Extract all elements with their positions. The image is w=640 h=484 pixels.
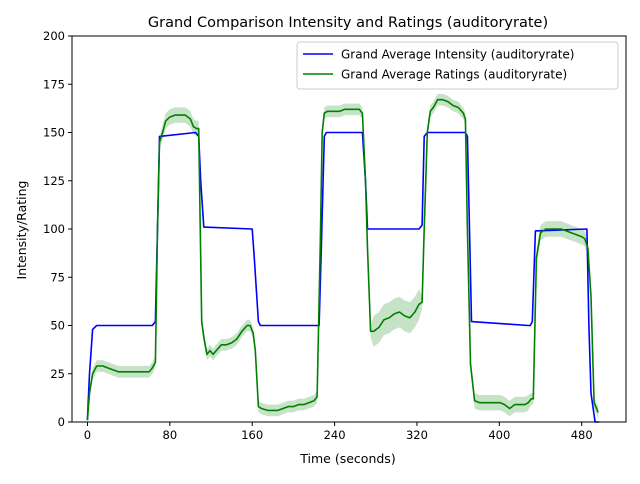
y-tick-label: 150 bbox=[43, 126, 65, 140]
ratings-series-line bbox=[86, 98, 599, 421]
legend: Grand Average Intensity (auditoryrate) Gr… bbox=[296, 41, 619, 90]
axes: 0 80 160 240 320 400 480 0 25 50 75 100 125 150 175 200 bbox=[43, 29, 627, 442]
y-axis-label: Intensity/Rating bbox=[14, 181, 29, 280]
y-tick-label: 200 bbox=[43, 29, 65, 43]
legend-box bbox=[296, 41, 619, 90]
x-tick-label: 320 bbox=[406, 428, 428, 442]
x-tick-label: 480 bbox=[571, 428, 593, 442]
legend-label: Grand Average Ratings (auditoryrate) bbox=[341, 68, 567, 82]
y-tick-label: 25 bbox=[50, 367, 65, 381]
chart-title: Grand Comparison Intensity and Ratings (… bbox=[148, 15, 548, 31]
x-tick-label: 80 bbox=[163, 428, 178, 442]
y-tick-label: 100 bbox=[43, 222, 65, 236]
y-tick-label: 175 bbox=[43, 77, 65, 91]
series-lines bbox=[86, 98, 600, 423]
x-tick-label: 0 bbox=[84, 428, 91, 442]
legend-label: Grand Average Intensity (auditoryrate) bbox=[341, 48, 575, 62]
y-tick-label: 125 bbox=[43, 174, 65, 188]
x-tick-label: 160 bbox=[241, 428, 263, 442]
y-tick-label: 50 bbox=[50, 319, 65, 333]
x-tick-label: 240 bbox=[324, 428, 346, 442]
x-tick-label: 400 bbox=[488, 428, 510, 442]
x-axis-label: Time (seconds) bbox=[299, 451, 395, 466]
y-tick-label: 75 bbox=[50, 270, 65, 284]
y-tick-label: 0 bbox=[58, 415, 65, 429]
